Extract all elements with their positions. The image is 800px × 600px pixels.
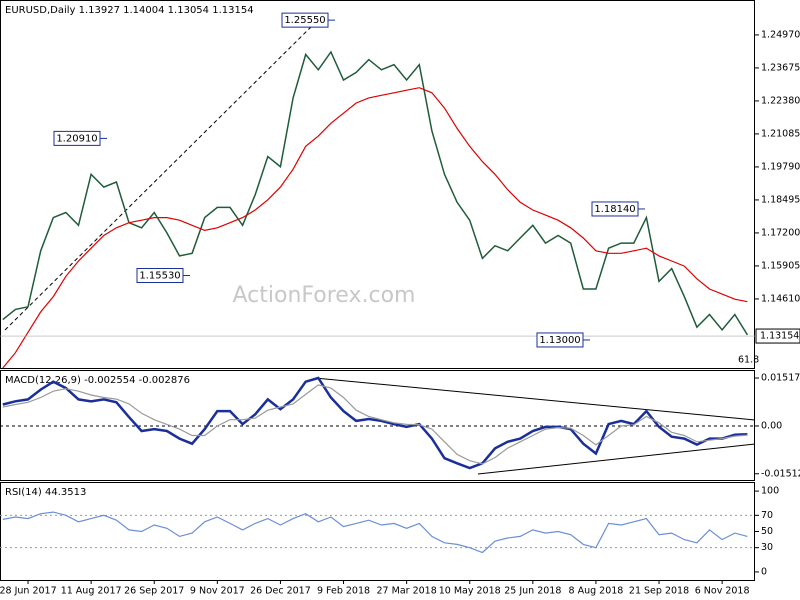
x-tick-label: 21 Sep 2018 <box>629 586 689 597</box>
x-tick-label: 8 Aug 2018 <box>569 586 624 597</box>
annotation-box <box>53 130 101 146</box>
rsi-title: RSI(14) 44.3513 <box>5 487 86 498</box>
annotation-label: 1.13000 <box>539 335 580 346</box>
annotation-box <box>536 332 584 348</box>
y-tick-label: 100 <box>761 486 779 497</box>
chart-title: EURUSD,Daily 1.13927 1.14004 1.13054 1.1… <box>5 5 254 16</box>
annotation-box <box>136 267 184 283</box>
trend-line <box>4 19 319 331</box>
x-tick-label: 6 Nov 2018 <box>695 586 750 597</box>
y-tick-label: 0.015178 <box>761 373 800 384</box>
y-tick-label: -0.015126 <box>761 468 800 479</box>
y-tick-label: 1.15905 <box>761 260 800 271</box>
rsi-panel <box>0 482 755 581</box>
series-line <box>2 511 748 554</box>
macd-trend-line <box>477 443 756 475</box>
series-line <box>2 376 748 470</box>
y-tick-label: 1.23675 <box>761 62 800 73</box>
series-line <box>2 50 749 336</box>
y-tick-label: 0 <box>761 566 767 577</box>
y-tick-label: 1.21085 <box>761 128 800 139</box>
watermark: ActionForex.com <box>233 283 416 308</box>
x-tick-label: 27 Mar 2018 <box>377 586 437 597</box>
y-tick-label: 50 <box>761 526 773 537</box>
price-panel <box>0 0 755 369</box>
last-price-label: 1.13154 <box>760 331 799 342</box>
y-tick-label: 1.19790 <box>761 161 800 172</box>
y-tick-label: 1.24970 <box>761 29 800 40</box>
y-tick-label: 30 <box>761 542 773 553</box>
y-tick-label: 1.22380 <box>761 95 800 106</box>
y-tick-label: 1.18495 <box>761 194 800 205</box>
annotation-box <box>281 12 329 28</box>
annotation-label: 1.20910 <box>56 133 97 144</box>
y-tick-label: 1.14610 <box>761 293 800 304</box>
x-tick-label: 25 Jun 2018 <box>504 586 561 597</box>
series-line <box>2 384 748 465</box>
macd-title: MACD(12,26,9) -0.002554 -0.002876 <box>5 375 190 386</box>
y-tick-label: 1.17200 <box>761 227 800 238</box>
fib-label: 61.8 <box>738 355 759 366</box>
annotation-label: 1.15530 <box>139 270 180 281</box>
annotation-box <box>591 201 639 217</box>
annotation-label: 1.18140 <box>594 204 635 215</box>
x-tick-label: 10 May 2018 <box>439 586 501 597</box>
x-tick-label: 9 Feb 2018 <box>317 586 370 597</box>
annotation-label: 1.25550 <box>284 15 325 26</box>
x-tick-label: 11 Aug 2017 <box>61 586 122 597</box>
y-tick-label: 70 <box>761 510 773 521</box>
series-line <box>2 87 748 369</box>
last-price-box <box>755 328 800 344</box>
x-tick-label: 9 Nov 2017 <box>190 586 245 597</box>
x-tick-label: 26 Sep 2017 <box>124 586 184 597</box>
x-tick-label: 26 Dec 2017 <box>250 586 311 597</box>
macd-panel <box>0 370 755 481</box>
x-tick-label: 28 Jun 2017 <box>0 586 57 597</box>
macd-trend-line <box>314 377 756 421</box>
y-tick-label: 0.00 <box>761 420 782 431</box>
